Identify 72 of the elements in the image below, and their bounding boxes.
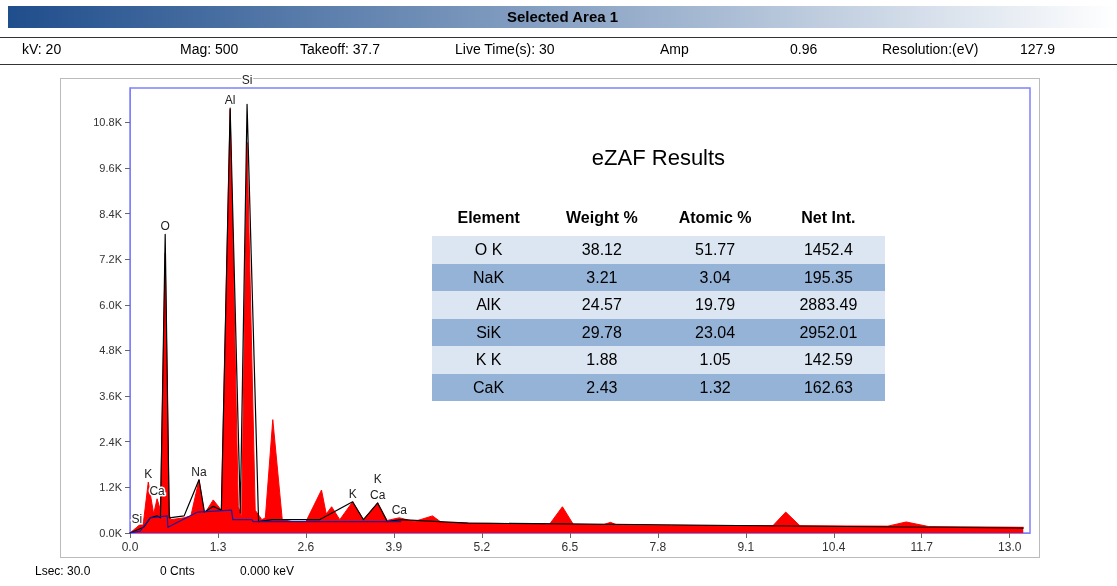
annotation: 2.43 [585, 377, 619, 398]
x-tick-label: 10.4 [822, 540, 846, 554]
y-tick-label: 0.0K [99, 527, 123, 539]
text: 0 Cnts [160, 564, 195, 578]
y-tick-label: 2.4K [99, 435, 123, 448]
annotation: SiK [475, 322, 503, 343]
text: Lsec: 30.0 [35, 564, 91, 578]
annotation: 51.77 [694, 240, 737, 260]
text: kV: 20 [22, 41, 62, 57]
text: Mag: 500 [180, 41, 239, 57]
annotation: K [373, 471, 382, 486]
annotation: Atomic % [677, 208, 753, 228]
annotation: Ca [370, 487, 386, 502]
annotation: 1.88 [585, 350, 619, 370]
annotation: O K [473, 240, 504, 260]
annotation: Si [241, 73, 253, 88]
annotation: Al [224, 93, 236, 108]
x-tick-label: 13.0 [998, 540, 1022, 554]
annotation: 2883.49 [798, 295, 859, 315]
text: Resolution:(eV) [882, 41, 979, 57]
annotation: AlK [475, 295, 503, 315]
annotation: 38.12 [580, 240, 623, 260]
annotation: 3.04 [698, 267, 732, 288]
annotation: CaK [472, 377, 506, 398]
annotation: 19.79 [694, 295, 737, 315]
annotation: 1.05 [698, 350, 732, 370]
text: Amp [660, 41, 689, 57]
y-tick-label: 10.8K [93, 116, 123, 129]
annotation: K [144, 467, 153, 482]
annotation: 1452.4 [802, 240, 854, 260]
annotation: Weight % [565, 208, 639, 228]
x-tick-label: 1.3 [209, 540, 227, 554]
annotation: 195.35 [802, 267, 854, 288]
annotation: Element [456, 208, 521, 228]
x-tick-label: 6.5 [561, 540, 579, 554]
y-tick-label: 7.2K [99, 253, 123, 266]
x-tick-label: 7.8 [649, 540, 667, 554]
text: Takeoff: 37.7 [300, 41, 380, 57]
annotation: Ca [391, 502, 408, 517]
text: 0.96 [790, 41, 818, 57]
annotation: 1.32 [698, 377, 732, 398]
y-tick-label: 1.2K [99, 481, 123, 494]
annotation: NaK [472, 267, 506, 288]
annotation: 162.63 [802, 377, 854, 398]
annotation: 142.59 [802, 350, 854, 370]
text: 0.000 keV [240, 564, 295, 578]
x-tick-label: 2.6 [297, 540, 315, 554]
x-tick-label: 5.2 [473, 540, 491, 554]
annotation: Na [191, 464, 208, 479]
y-tick-label: 8.4K [99, 207, 123, 220]
text: eZAF Results [590, 144, 727, 172]
annotation: O [160, 219, 170, 234]
annotation: 3.21 [585, 267, 619, 288]
x-tick-label: 3.9 [385, 540, 403, 554]
y-tick-label: 6.0K [99, 298, 123, 311]
x-tick-label: 11.7 [910, 540, 934, 554]
y-tick-label: 3.6K [99, 390, 123, 403]
annotation: 23.04 [694, 322, 737, 343]
annotation: K K [474, 350, 503, 370]
chart-title: Selected Area 1 [8, 6, 1117, 28]
y-tick-label: 9.6K [99, 161, 123, 174]
annotation: 24.57 [580, 295, 623, 315]
annotation: Si [131, 512, 143, 527]
x-tick-label: 9.1 [737, 540, 755, 554]
y-tick-label: 4.8K [99, 344, 123, 357]
annotation: 2952.01 [798, 322, 859, 343]
x-tick-label: 0.0 [121, 540, 139, 554]
text: 127.9 [1020, 41, 1056, 57]
annotation: 29.78 [580, 322, 623, 343]
annotation: K [348, 486, 357, 501]
annotation: Net Int. [800, 208, 857, 228]
text: Live Time(s): 30 [455, 41, 555, 57]
